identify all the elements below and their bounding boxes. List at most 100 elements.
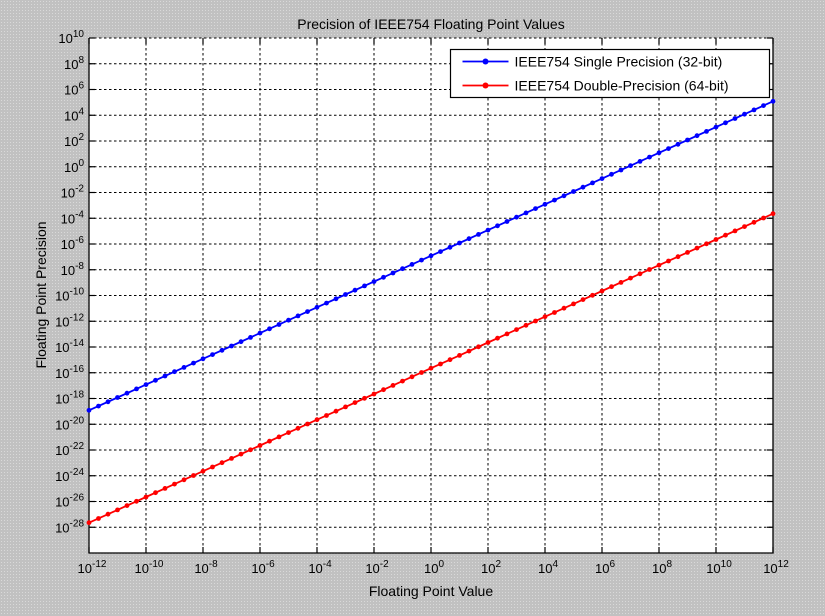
x-tick-label: 1012 bbox=[763, 559, 789, 576]
y-tick-label: 10-26 bbox=[55, 493, 84, 510]
data-point-marker bbox=[314, 304, 320, 310]
data-point-marker bbox=[219, 347, 225, 353]
data-point-marker bbox=[115, 395, 120, 400]
data-point-marker bbox=[324, 413, 329, 418]
legend-marker bbox=[482, 58, 489, 65]
data-point-marker bbox=[694, 133, 700, 139]
data-point-marker bbox=[419, 257, 424, 263]
data-point-marker bbox=[723, 120, 728, 126]
y-tick-label: 104 bbox=[64, 106, 84, 123]
data-point-marker bbox=[637, 271, 643, 277]
data-point-marker bbox=[751, 107, 757, 113]
x-tick-label: 104 bbox=[538, 559, 558, 576]
data-point-marker bbox=[191, 473, 196, 478]
data-point-marker bbox=[637, 159, 643, 164]
data-point-marker bbox=[599, 288, 605, 294]
x-tick-label: 102 bbox=[481, 559, 501, 576]
data-point-marker bbox=[276, 322, 282, 327]
data-point-marker bbox=[286, 430, 291, 435]
data-point-marker bbox=[476, 344, 481, 350]
data-point-marker bbox=[770, 211, 776, 217]
data-point-marker bbox=[685, 250, 690, 255]
data-point-marker bbox=[219, 460, 225, 466]
y-tick-label: 10-10 bbox=[55, 287, 84, 304]
data-point-marker bbox=[770, 98, 776, 104]
data-point-marker bbox=[514, 327, 519, 332]
data-point-marker bbox=[476, 232, 481, 237]
data-point-marker bbox=[162, 373, 168, 379]
data-point-marker bbox=[257, 330, 263, 336]
data-point-marker bbox=[96, 516, 101, 521]
data-point-marker bbox=[210, 464, 215, 470]
x-tick-label: 1010 bbox=[706, 559, 732, 576]
data-point-marker bbox=[561, 305, 567, 311]
y-tick-label: 10-4 bbox=[61, 209, 85, 226]
data-point-marker bbox=[200, 468, 206, 474]
data-point-marker bbox=[409, 262, 415, 267]
data-point-marker bbox=[438, 361, 443, 367]
data-point-marker bbox=[276, 434, 282, 440]
data-point-marker bbox=[343, 292, 348, 297]
data-point-marker bbox=[229, 456, 234, 461]
x-tick-label: 10-2 bbox=[365, 559, 389, 576]
y-tick-label: 1010 bbox=[58, 29, 84, 46]
data-point-marker bbox=[105, 399, 111, 405]
x-tick-label: 100 bbox=[424, 559, 444, 576]
data-point-marker bbox=[134, 386, 139, 392]
series-markers-double-precision bbox=[86, 211, 776, 526]
y-axis-label: Floating Point Precision bbox=[33, 221, 49, 368]
data-point-marker bbox=[723, 232, 728, 238]
data-point-marker bbox=[371, 391, 377, 397]
data-point-marker bbox=[732, 116, 738, 121]
series-group bbox=[86, 98, 776, 526]
data-point-marker bbox=[761, 215, 766, 221]
data-point-marker bbox=[666, 146, 671, 152]
data-point-marker bbox=[267, 326, 272, 332]
data-point-marker bbox=[181, 477, 187, 483]
data-point-marker bbox=[371, 279, 377, 284]
y-tick-label: 10-6 bbox=[61, 235, 85, 252]
data-point-marker bbox=[153, 377, 158, 383]
y-tick-label: 10-20 bbox=[55, 415, 84, 432]
data-point-marker bbox=[238, 451, 244, 457]
data-point-marker bbox=[257, 443, 263, 448]
data-point-marker bbox=[229, 343, 234, 349]
data-point-marker bbox=[210, 352, 215, 357]
data-point-marker bbox=[618, 167, 624, 173]
data-point-marker bbox=[485, 340, 491, 345]
data-point-marker bbox=[675, 141, 681, 147]
data-point-marker bbox=[362, 283, 367, 289]
data-point-marker bbox=[314, 417, 320, 423]
data-point-marker bbox=[590, 292, 595, 298]
data-point-marker bbox=[191, 360, 196, 366]
data-point-marker bbox=[533, 318, 538, 324]
data-point-marker bbox=[514, 214, 519, 220]
data-point-marker bbox=[181, 365, 187, 370]
data-point-marker bbox=[162, 486, 168, 491]
data-point-marker bbox=[685, 137, 690, 143]
data-point-marker bbox=[324, 300, 329, 306]
data-point-marker bbox=[457, 240, 462, 246]
chart-title: Precision of IEEE754 Floating Point Valu… bbox=[297, 16, 564, 32]
data-point-marker bbox=[495, 223, 500, 229]
y-tick-label: 10-28 bbox=[55, 518, 84, 535]
tick-marks bbox=[88, 37, 774, 553]
data-point-marker bbox=[628, 275, 633, 281]
data-point-marker bbox=[238, 339, 244, 345]
data-point-marker bbox=[343, 404, 348, 410]
data-point-marker bbox=[248, 335, 253, 340]
legend: IEEE754 Single Precision (32-bit) IEEE754… bbox=[449, 48, 771, 99]
data-point-marker bbox=[713, 124, 719, 130]
data-point-marker bbox=[390, 270, 396, 276]
y-tick-label: 10-12 bbox=[55, 312, 84, 329]
data-point-marker bbox=[523, 210, 529, 216]
y-tick-label: 10-2 bbox=[61, 184, 85, 201]
data-point-marker bbox=[504, 219, 510, 224]
data-point-marker bbox=[495, 335, 500, 341]
data-point-marker bbox=[305, 309, 310, 314]
data-point-marker bbox=[419, 370, 424, 375]
legend-marker bbox=[482, 82, 489, 89]
x-tick-label: 10-8 bbox=[194, 559, 218, 576]
data-point-marker bbox=[400, 378, 405, 384]
data-point-marker bbox=[295, 313, 301, 319]
